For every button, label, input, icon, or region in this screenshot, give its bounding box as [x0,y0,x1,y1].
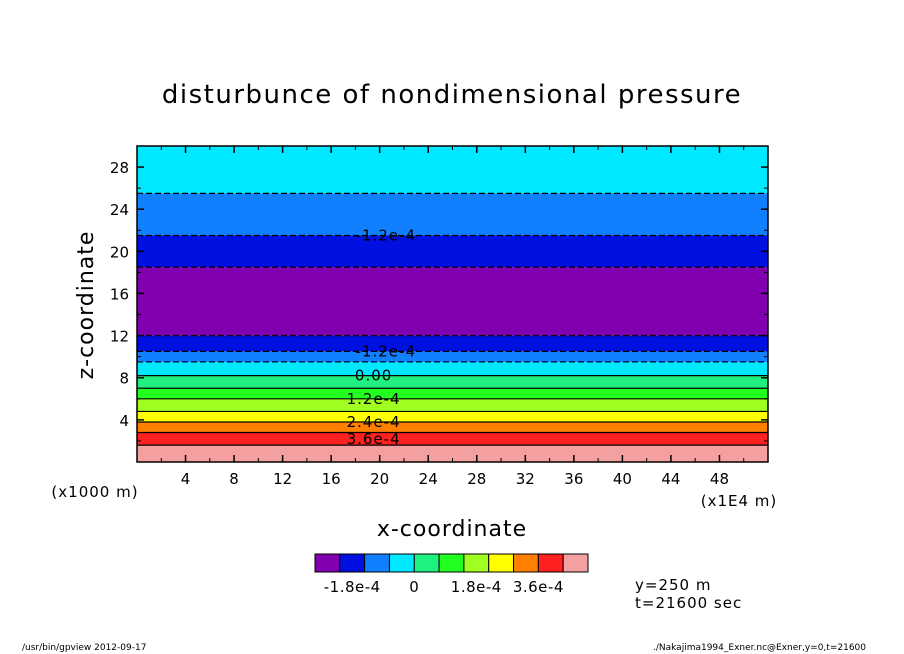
colorbar-cell-8 [513,553,539,573]
band-12 [137,193,768,236]
x-axis-label: x-coordinate [377,517,527,542]
colorbar-cell-3 [388,553,415,573]
colorbar-cell-9 [537,553,564,573]
x-tick-label-10: 44 [661,470,680,488]
footer-right: ./Nakajima1994_Exner.nc@Exner,y=0,t=2160… [653,643,866,653]
band-9 [137,335,768,352]
x-tick-label-6: 28 [467,470,486,488]
colorbar-cell-1 [339,553,366,573]
x-tick-label-9: 40 [613,470,632,488]
band-11 [137,235,768,268]
contour-labels: -1.2e-4 -1.2e-4 0.00 1.2e-4 2.4e-43.6e-4 [347,227,416,448]
contour-label-5: 3.6e-4 [347,430,401,448]
x-unit-label: (x1E4 m) [701,492,778,510]
contour-bands [137,146,768,462]
contour-label-2: 0.00 [355,367,392,385]
y-tick-label-4: 20 [110,243,129,261]
band-13 [137,146,768,194]
y-tick-label-6: 28 [110,159,129,177]
y-tick-label-1: 8 [119,370,129,388]
y-axis-label: z-coordinate [74,231,99,380]
contour-label-4: 2.4e-4 [347,413,401,431]
colorbar-tick-label-0: -1.8e-4 [324,578,381,596]
contour-lines [137,192,768,446]
time-info: t=21600 sec [635,594,742,612]
y-unit-label: (x1000 m) [51,483,138,501]
x-tick-label-5: 24 [419,470,438,488]
colorbar-cell-5 [438,553,465,573]
colorbar-cell-6 [463,553,490,573]
colorbar-cell-10 [562,553,589,573]
colorbar [314,553,589,573]
band-8 [137,351,768,362]
y-tick-label-0: 4 [119,412,129,430]
x-tick-label-11: 48 [710,470,729,488]
band-10 [137,267,768,336]
colorbar-cell-0 [314,553,341,573]
contour-label-3: 1.2e-4 [347,390,401,408]
x-tick-label-2: 12 [273,470,292,488]
band-2 [137,421,768,433]
y-position-info: y=250 m [635,576,711,594]
colorbar-tick-label-1: 0 [409,578,419,596]
band-5 [137,388,768,399]
x-axis-ticks: 4 8 12 16 20 24 28 32 36 40 44 48 [160,146,745,488]
colorbar-tick-labels: -1.8e-4 0 1.8e-4 3.6e-4 [324,578,564,596]
colorbar-tick-label-2: 1.8e-4 [451,578,502,596]
colorbar-cell-4 [413,553,440,573]
x-tick-label-8: 36 [564,470,583,488]
y-tick-label-2: 12 [110,328,129,346]
chart-title: disturbunce of nondimensional pressure [162,80,742,110]
x-tick-label-3: 16 [322,470,341,488]
y-tick-label-3: 16 [110,285,129,303]
band-6 [137,375,768,389]
colorbar-cell-7 [488,553,515,573]
band-0 [137,445,768,462]
y-tick-label-5: 24 [110,201,129,219]
band-3 [137,411,768,422]
x-tick-label-7: 32 [516,470,535,488]
footer-left: /usr/bin/gpview 2012-09-17 [22,643,146,653]
y-axis-ticks: 4 8 12 16 20 24 28 [110,159,768,442]
contour-label-1: -1.2e-4 [356,342,416,360]
band-7 [137,361,768,376]
x-tick-label-4: 20 [370,470,389,488]
band-1 [137,432,768,446]
colorbar-tick-label-3: 3.6e-4 [513,578,564,596]
x-tick-label-0: 4 [181,470,191,488]
contour-label-0: -1.2e-4 [356,227,416,245]
colorbar-cell-2 [364,553,390,573]
band-4 [137,398,768,412]
x-tick-label-1: 8 [229,470,239,488]
